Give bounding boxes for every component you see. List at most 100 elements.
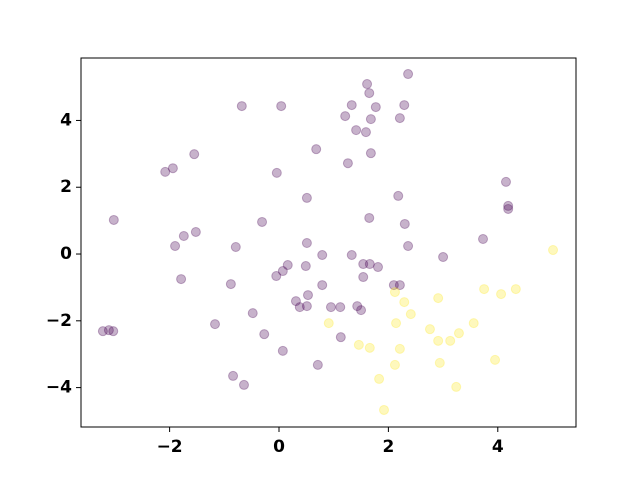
point	[317, 250, 328, 261]
point	[478, 233, 489, 244]
point	[160, 166, 171, 177]
point	[335, 302, 346, 313]
x-tick-label: 0	[273, 437, 285, 457]
point	[340, 111, 351, 122]
point	[433, 335, 444, 346]
point	[364, 259, 375, 270]
point	[424, 324, 435, 335]
point	[190, 226, 201, 237]
point	[294, 302, 305, 313]
point	[394, 113, 405, 124]
y-tick-label: 0	[60, 244, 72, 264]
point	[393, 190, 404, 201]
point	[325, 302, 336, 313]
point	[510, 284, 521, 295]
point	[228, 370, 239, 381]
point	[356, 305, 367, 316]
point	[358, 272, 369, 283]
point	[379, 404, 390, 415]
point	[247, 308, 258, 319]
point	[282, 260, 293, 271]
point	[301, 301, 312, 312]
point	[236, 101, 247, 112]
point	[403, 241, 414, 252]
point	[445, 335, 456, 346]
point	[257, 216, 268, 227]
point	[167, 163, 178, 174]
point	[403, 69, 414, 80]
point	[351, 125, 362, 136]
point	[503, 200, 514, 211]
point	[271, 167, 282, 178]
point	[389, 287, 400, 298]
point	[301, 192, 312, 203]
point	[108, 326, 119, 337]
point	[374, 373, 385, 384]
point	[364, 342, 375, 353]
point	[301, 238, 312, 249]
point	[353, 339, 364, 350]
point	[365, 148, 376, 159]
point	[438, 252, 449, 263]
point	[335, 332, 346, 343]
point	[311, 144, 322, 155]
point	[394, 343, 405, 354]
point	[259, 329, 270, 340]
point	[490, 354, 501, 365]
point	[405, 309, 416, 320]
point	[346, 100, 357, 111]
point	[178, 230, 189, 241]
point	[451, 381, 462, 392]
point	[399, 100, 410, 111]
point	[225, 279, 236, 290]
point	[342, 158, 353, 169]
point	[290, 296, 301, 307]
y-tick-label: 4	[60, 110, 72, 130]
point	[302, 290, 313, 301]
point	[97, 326, 108, 337]
point	[362, 79, 373, 90]
point	[370, 102, 381, 113]
point	[391, 318, 402, 329]
point	[434, 357, 445, 368]
y-tick-label: −4	[46, 378, 72, 398]
point	[364, 88, 375, 99]
point	[479, 284, 490, 295]
point	[468, 318, 479, 329]
point	[312, 359, 323, 370]
point	[276, 101, 287, 112]
point	[317, 280, 328, 291]
point	[399, 297, 410, 308]
point	[189, 149, 200, 160]
point	[503, 203, 514, 214]
point	[500, 176, 511, 187]
point	[453, 328, 464, 339]
point	[433, 293, 444, 304]
point	[496, 289, 507, 300]
point	[176, 274, 187, 285]
point	[323, 318, 334, 329]
point	[271, 271, 282, 282]
y-tick-label: −2	[46, 311, 72, 331]
x-tick-label: −2	[157, 437, 183, 457]
point	[358, 259, 369, 270]
point	[548, 245, 559, 256]
point	[364, 212, 375, 223]
point	[230, 242, 241, 253]
point	[389, 359, 400, 370]
point	[373, 262, 383, 273]
point	[170, 241, 181, 252]
point	[108, 214, 119, 225]
y-tick-label: 2	[60, 177, 72, 197]
point	[399, 218, 410, 229]
point	[394, 280, 405, 291]
point	[300, 261, 311, 272]
point	[365, 114, 376, 125]
point	[346, 250, 357, 261]
point	[352, 301, 363, 312]
x-tick-label: 2	[382, 437, 394, 457]
point	[277, 266, 288, 277]
point	[277, 345, 288, 356]
point	[388, 280, 399, 291]
